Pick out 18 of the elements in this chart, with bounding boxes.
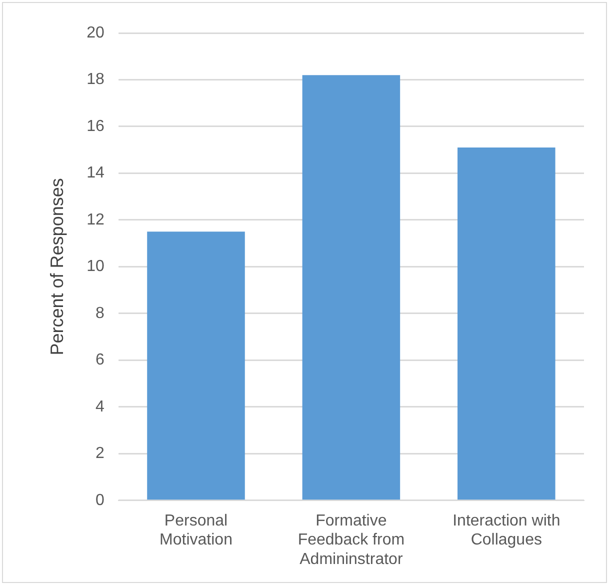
y-axis-title: Percent of Responses [46,178,67,356]
bar [147,232,245,500]
y-tick-label: 20 [86,24,104,42]
y-tick-label: 14 [86,164,104,182]
y-tick-label: 18 [86,71,104,88]
y-tick-label: 4 [95,398,104,416]
y-tick-label: 6 [95,352,104,369]
y-tick-label: 2 [95,445,104,462]
y-tick-label: 8 [95,304,104,322]
x-tick-label: Interaction with Collagues [452,512,560,549]
y-tick-label: 10 [86,258,104,276]
y-tick-label: 16 [86,118,104,135]
x-tick-label: Formative Feedback from Admininstrator [298,512,405,568]
bar [458,148,556,500]
y-tick-label: 12 [86,211,104,228]
x-tick-label: Personal Motivation [160,512,232,549]
y-tick-label: 0 [95,492,104,509]
bar [302,75,400,500]
